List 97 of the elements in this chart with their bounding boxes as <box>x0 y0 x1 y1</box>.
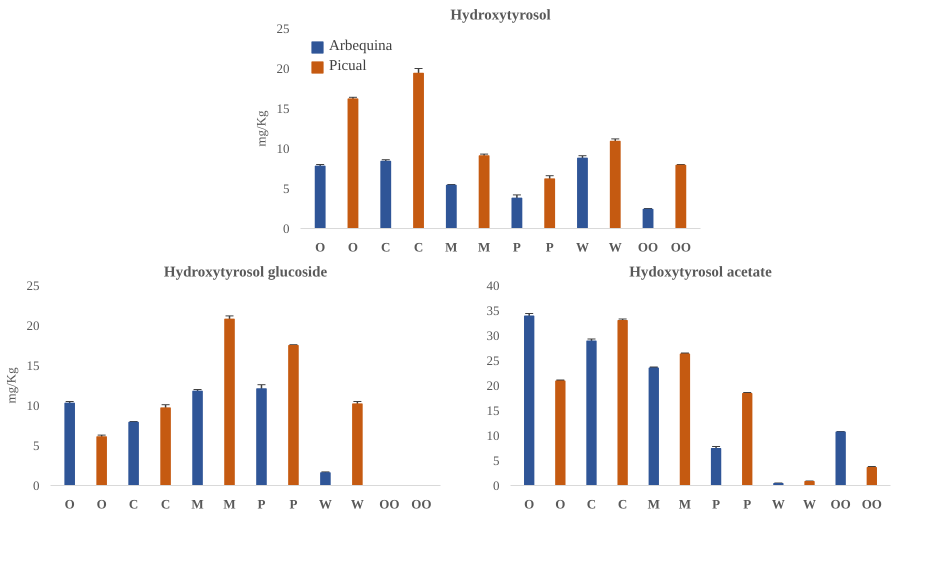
bar <box>352 403 363 486</box>
x-tick-label: OO <box>411 496 432 512</box>
x-tick-label: C <box>128 496 138 512</box>
bar <box>675 164 686 228</box>
chart-title: Hydroxytyrosol glucoside <box>164 264 328 280</box>
bar <box>96 436 107 486</box>
x-tick-label: OO <box>638 240 658 254</box>
bar <box>224 318 235 486</box>
x-tick-label: OO <box>830 496 851 512</box>
bar <box>742 393 752 486</box>
bar <box>413 72 424 228</box>
bar <box>380 160 392 228</box>
y-tick-label: 5 <box>283 181 290 196</box>
y-axis-title: mg/Kg <box>254 110 268 147</box>
y-tick-label: 25 <box>26 278 40 293</box>
chart-title: Hydoxytyrosol acetate <box>629 264 772 280</box>
y-tick-label: 0 <box>493 478 500 493</box>
x-tick-label: P <box>512 240 521 254</box>
y-tick-label: 10 <box>486 428 500 443</box>
bar <box>617 320 628 486</box>
bar <box>64 402 75 486</box>
bar <box>511 198 522 228</box>
x-tick-label: W <box>608 240 622 254</box>
x-tick-label: OO <box>379 496 400 512</box>
y-tick-label: 5 <box>493 453 500 468</box>
chart-title: Hydroxytyrosol <box>450 8 551 24</box>
x-tick-label: M <box>445 240 458 254</box>
bar <box>160 407 171 486</box>
x-tick-label: M <box>648 496 660 512</box>
bar <box>446 184 457 228</box>
x-tick-label: OO <box>670 240 691 254</box>
y-tick-label: 0 <box>283 221 290 236</box>
y-tick-label: 15 <box>26 358 40 373</box>
x-tick-label: M <box>478 240 490 254</box>
x-tick-label: M <box>191 496 204 512</box>
bar <box>555 380 566 486</box>
y-tick-label: 35 <box>486 303 500 318</box>
bar <box>348 98 358 228</box>
bar <box>128 422 139 486</box>
y-tick-label: 10 <box>276 141 290 156</box>
bar <box>320 472 331 486</box>
bar <box>524 316 534 486</box>
y-tick-label: 20 <box>26 318 40 333</box>
bar <box>866 467 877 486</box>
y-tick-label: 25 <box>276 21 290 36</box>
x-tick-label: O <box>555 496 566 512</box>
y-tick-label: 25 <box>486 353 500 368</box>
x-tick-label: C <box>381 240 390 254</box>
x-tick-label: OO <box>862 496 882 512</box>
x-tick-label: P <box>289 496 298 512</box>
bar <box>710 448 722 486</box>
y-tick-label: 5 <box>33 438 40 453</box>
x-tick-label: P <box>258 496 266 512</box>
y-tick-label: 20 <box>486 378 500 393</box>
legend-label: Arbequina <box>329 38 392 55</box>
x-tick-label: C <box>160 496 170 512</box>
x-tick-label: O <box>524 496 534 512</box>
x-tick-label: M <box>678 496 692 512</box>
y-tick-label: 15 <box>276 101 290 116</box>
bar <box>288 345 299 486</box>
bar <box>577 158 588 228</box>
x-tick-label: O <box>315 240 326 254</box>
bar <box>256 388 267 486</box>
bar <box>804 481 815 486</box>
bar <box>314 166 326 228</box>
bar <box>642 208 654 228</box>
y-tick-label: 0 <box>33 478 40 493</box>
x-tick-label: P <box>546 240 554 254</box>
x-tick-label: O <box>348 240 358 254</box>
bar <box>835 432 846 486</box>
x-tick-label: C <box>586 496 596 512</box>
x-tick-label: W <box>350 496 364 512</box>
x-tick-label: W <box>772 496 785 512</box>
x-tick-label: O <box>64 496 75 512</box>
x-tick-label: C <box>414 240 424 254</box>
y-axis-title: mg/Kg <box>4 366 18 404</box>
legend-label: Picual <box>329 58 366 75</box>
y-tick-label: 10 <box>26 398 40 413</box>
x-tick-label: P <box>712 496 720 512</box>
x-tick-label: P <box>743 496 752 512</box>
bar <box>544 178 556 228</box>
y-tick-label: 30 <box>486 328 500 343</box>
x-tick-label: W <box>576 240 589 254</box>
bar <box>586 340 597 486</box>
x-tick-label: W <box>318 496 332 512</box>
x-tick-label: M <box>223 496 236 512</box>
y-tick-label: 15 <box>486 403 500 418</box>
x-tick-label: W <box>803 496 816 512</box>
bar <box>680 354 690 486</box>
bar <box>648 368 659 486</box>
bar <box>478 155 490 228</box>
y-tick-label: 40 <box>486 278 500 293</box>
x-tick-label: O <box>96 496 107 512</box>
bar <box>610 140 621 228</box>
x-tick-label: C <box>618 496 628 512</box>
bar <box>192 390 203 486</box>
y-tick-label: 20 <box>276 61 290 76</box>
